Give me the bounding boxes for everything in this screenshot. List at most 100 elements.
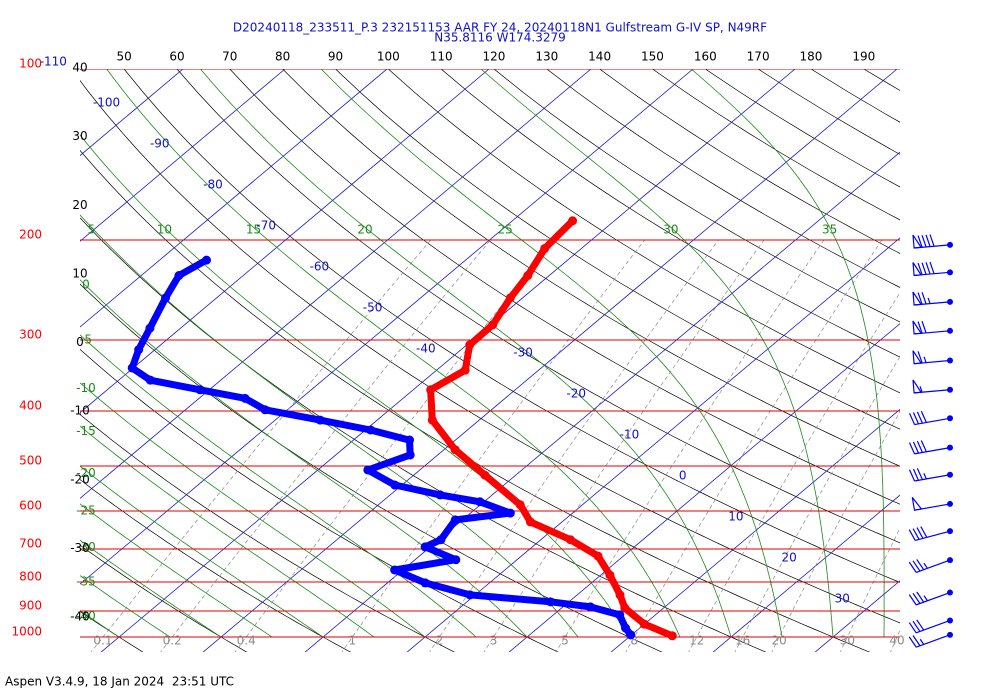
wind-barb-tick — [916, 591, 925, 603]
isotherm-label: 30 — [835, 592, 850, 606]
moist-adiabat-label: 0 — [82, 277, 90, 291]
profile-point — [460, 365, 470, 375]
dry-adiabat-label: 140 — [588, 50, 611, 64]
profile-point — [436, 535, 446, 545]
wind-barb-tick — [921, 321, 927, 334]
profile-point — [593, 551, 603, 561]
mixing-ratio-line — [234, 239, 555, 652]
mixing-ratio-line — [625, 239, 883, 652]
profile-point — [621, 623, 631, 633]
mixing-ratio-label: 16 — [735, 634, 750, 648]
moist-adiabat — [80, 465, 324, 638]
profile-point — [420, 542, 430, 552]
wind-barb-tick — [925, 234, 931, 247]
wind-barb-tick — [912, 560, 921, 572]
dry-adiabat — [123, 69, 900, 583]
wind-barb — [912, 261, 953, 277]
moist-adiabat-label: -30 — [76, 540, 96, 554]
isotherm — [80, 69, 490, 414]
profile-point — [546, 597, 556, 607]
profile-point — [240, 393, 250, 403]
axis-labels: 50 60 70 80 90 100 110 120 130 140 150 160 170 180 190… — [11, 50, 904, 648]
profile-point — [145, 375, 155, 385]
profile-point — [145, 323, 155, 333]
mixing-ratio-line — [483, 239, 765, 652]
mixing-ratio-label: 1 — [348, 634, 356, 648]
mixing-ratio-label: 30 — [840, 634, 855, 648]
profile-point — [505, 293, 515, 303]
wind-barb-tick — [925, 262, 931, 275]
wind-barb-tick — [912, 592, 921, 604]
profile-point — [174, 271, 184, 281]
dry-adiabat — [493, 69, 900, 323]
dry-adiabat-label: 150 — [641, 50, 664, 64]
chart-subtitle: N35.8116 W174.3279 — [434, 31, 566, 45]
wind-barb — [908, 557, 953, 573]
isotherm-label: -70 — [256, 219, 276, 233]
mixing-ratio-label: 2 — [436, 634, 444, 648]
moist-adiabat — [80, 425, 375, 638]
wind-barb-staff — [915, 619, 951, 634]
wind-barb-flag — [912, 262, 923, 277]
wind-barb-tick — [912, 412, 920, 425]
plot-background — [80, 69, 900, 652]
wind-barb — [908, 526, 953, 542]
y-tick-label: 500 — [19, 454, 42, 468]
profile-point — [480, 470, 490, 480]
wind-barb-tick — [920, 526, 928, 538]
wind-barb-half — [923, 356, 927, 363]
moist-adiabat-label: 30 — [663, 223, 678, 237]
moist-adiabat — [80, 575, 171, 638]
isotherm — [406, 237, 900, 652]
mixing-ratio-label: 20 — [772, 634, 787, 648]
profile-point — [639, 619, 649, 629]
isotherm — [712, 494, 900, 652]
dry-adiabat — [80, 348, 559, 652]
profile-point — [523, 271, 533, 281]
wind-barb-tick — [916, 619, 925, 631]
isotherm-label: 10 — [728, 510, 743, 524]
moist-adiabat — [80, 503, 273, 638]
wind-barb-tick — [916, 468, 923, 480]
mixing-ratio-label: 0.2 — [163, 634, 182, 648]
chart-title: D20240118_233511_P.3 232151153 AAR FY 24… — [233, 21, 767, 35]
wind-barb-tick — [917, 235, 923, 248]
left-scale-label: 10 — [72, 266, 87, 280]
wind-barb-tick — [917, 351, 923, 364]
isotherm-label: -10 — [620, 428, 640, 442]
profile-point — [195, 385, 205, 395]
wind-barb-staff — [915, 530, 951, 542]
isotherm-label: 0 — [679, 469, 687, 483]
profile-point — [488, 320, 498, 330]
profile-point — [201, 255, 211, 265]
dry-adiabat-label: 100 — [377, 50, 400, 64]
wind-barb-flag — [912, 350, 923, 365]
moist-adiabat — [80, 382, 426, 638]
wind-barb-tick — [908, 529, 916, 541]
left-scale-label: 40 — [72, 61, 87, 75]
y-tick-label: 800 — [19, 569, 42, 583]
wind-barb-tick — [908, 636, 917, 648]
wind-barb-tick — [912, 620, 921, 632]
profile-point — [615, 590, 625, 600]
profile-point — [451, 555, 461, 565]
profile-point — [465, 590, 475, 600]
dry-adiabat-label: 110 — [430, 50, 453, 64]
dry-adiabat — [335, 69, 900, 430]
wind-barb-tick — [916, 559, 925, 570]
wind-barb-flag — [912, 320, 923, 335]
isotherm — [508, 323, 900, 652]
wind-barb-tick — [916, 527, 924, 539]
wind-barb-tick — [921, 262, 927, 275]
wind-barb — [908, 440, 953, 455]
dry-adiabat — [80, 611, 144, 652]
isotherm — [80, 69, 694, 585]
isotherm-label: -90 — [150, 137, 170, 151]
mixing-ratio-line — [555, 239, 825, 652]
left-scale-label: 30 — [72, 129, 87, 143]
left-scale-label: 0 — [76, 335, 84, 349]
dry-adiabat — [80, 544, 248, 652]
isotherm — [202, 69, 898, 652]
wind-barb-flag — [912, 234, 923, 249]
